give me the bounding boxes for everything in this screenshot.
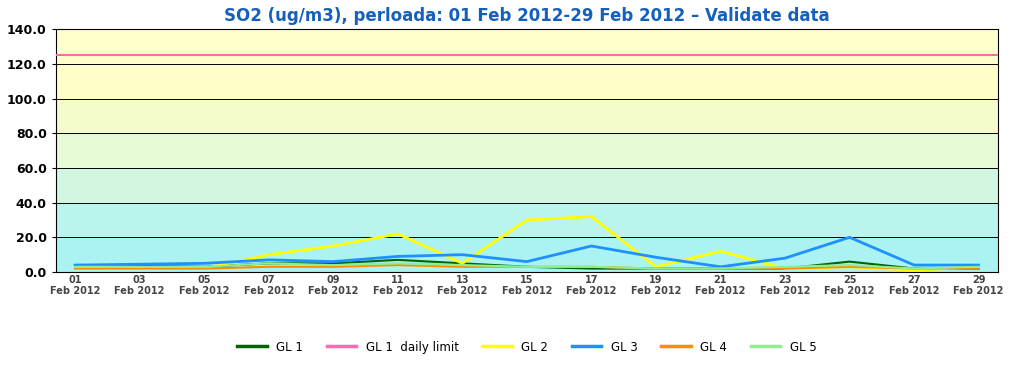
- Bar: [56, 237, 998, 272]
- Bar: [56, 133, 998, 168]
- Bar: [56, 29, 998, 64]
- Title: SO2 (ug/m3), perloada: 01 Feb 2012-29 Feb 2012 – Validate data: SO2 (ug/m3), perloada: 01 Feb 2012-29 Fe…: [224, 7, 829, 25]
- Legend: GL 1, GL 1  daily limit, GL 2, GL 3, GL 4, GL 5: GL 1, GL 1 daily limit, GL 2, GL 3, GL 4…: [232, 336, 821, 358]
- Bar: [56, 203, 998, 237]
- Bar: [56, 99, 998, 133]
- Bar: [56, 168, 998, 203]
- Bar: [56, 64, 998, 99]
